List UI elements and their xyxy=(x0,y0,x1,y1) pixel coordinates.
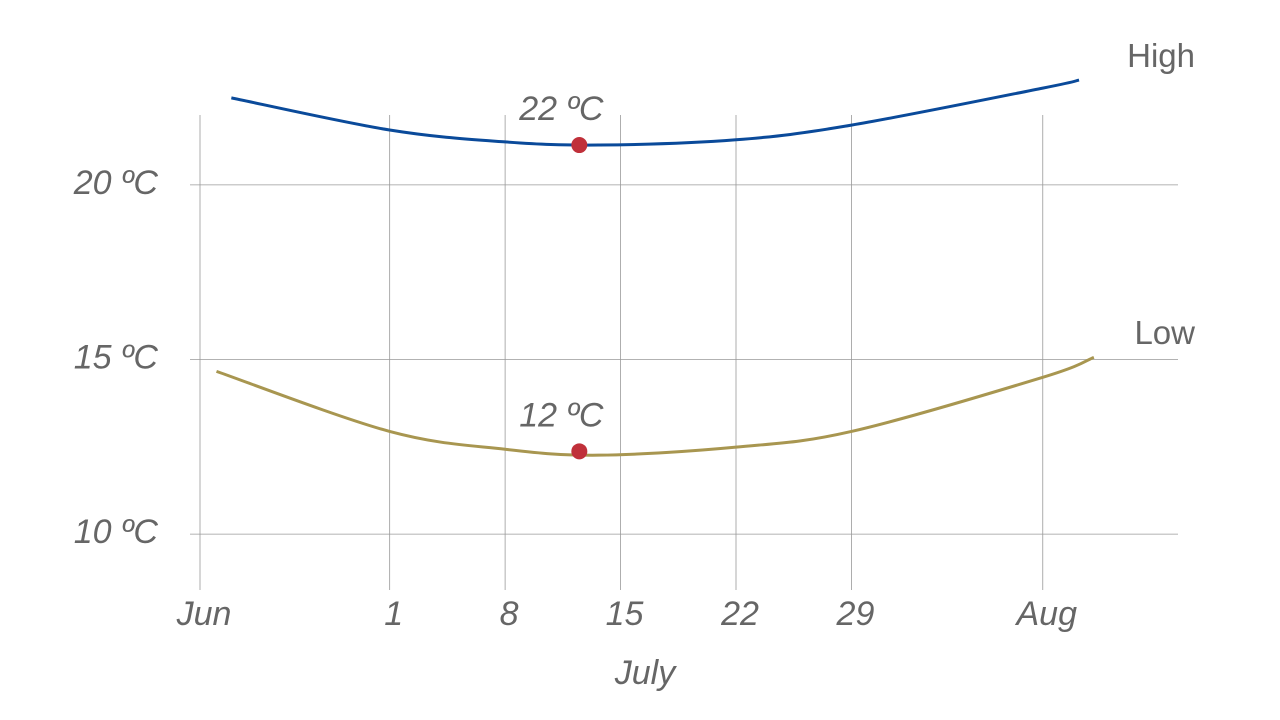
x-tick-label: 22 xyxy=(720,595,759,633)
y-tick-label: 15 ºC xyxy=(74,338,159,376)
marker-label: 12 ºC xyxy=(519,396,604,434)
series-label: Low xyxy=(1134,314,1195,351)
x-tick-label: Jun xyxy=(176,595,232,633)
x-axis-label: July xyxy=(614,654,677,692)
y-tick-label: 20 ºC xyxy=(73,164,159,202)
y-tick-label: 10 ºC xyxy=(74,513,159,551)
line xyxy=(231,78,1080,147)
x-tick-label: 15 xyxy=(606,595,644,633)
marker-point xyxy=(571,443,588,460)
x-tick-label: Aug xyxy=(1015,595,1078,633)
x-tick-label: 8 xyxy=(500,595,519,633)
x-tick-label: 1 xyxy=(384,595,403,633)
marker-label: 22 ºC xyxy=(518,90,604,128)
marker-point xyxy=(571,137,588,154)
line xyxy=(216,355,1095,457)
series-label: High xyxy=(1127,37,1195,74)
x-tick-label: 29 xyxy=(836,595,875,633)
